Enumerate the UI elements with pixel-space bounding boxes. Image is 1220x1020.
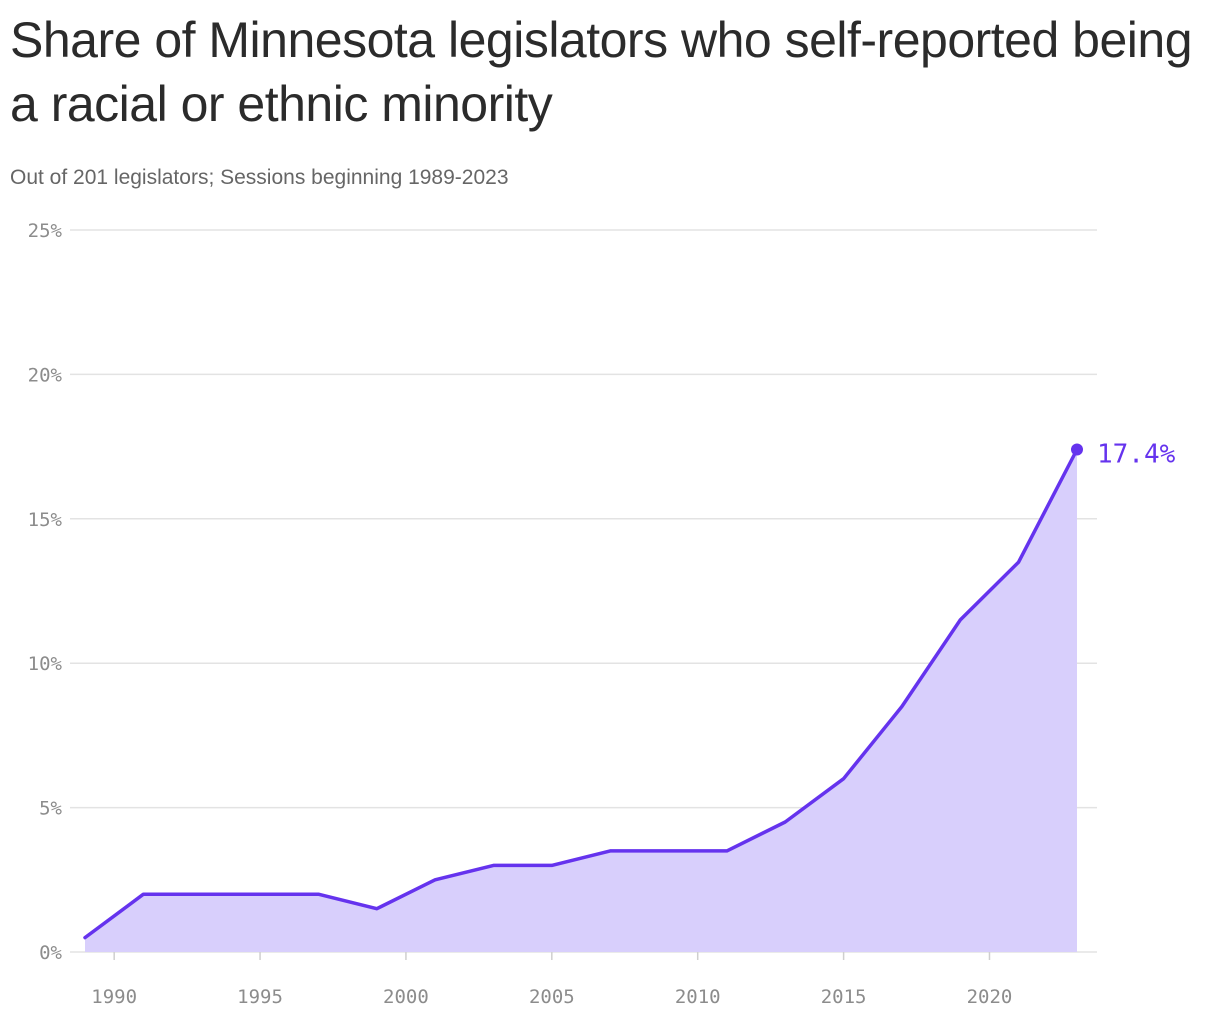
y-tick-label: 5% xyxy=(39,798,62,820)
x-axis-ticks: 1990 1995 2000 2005 2010 2015 2020 xyxy=(91,952,1012,1008)
x-tick-label: 2015 xyxy=(821,986,867,1008)
series-area xyxy=(85,449,1077,952)
end-value-label: 17.4% xyxy=(1097,439,1176,469)
end-point-marker xyxy=(1071,443,1083,456)
chart-subtitle: Out of 201 legislators; Sessions beginni… xyxy=(10,166,509,189)
series-line xyxy=(83,447,1079,940)
y-tick-label: 10% xyxy=(28,653,63,675)
y-tick-label: 20% xyxy=(28,364,63,386)
series-points xyxy=(1071,443,1083,456)
chart-title: Share of Minnesota legislators who self-… xyxy=(10,12,1193,132)
y-tick-label: 0% xyxy=(39,942,62,964)
x-tick-label: 2010 xyxy=(675,986,721,1008)
x-tick-label: 1990 xyxy=(91,986,137,1008)
y-tick-label: 15% xyxy=(28,509,63,531)
y-axis-ticks: 0% 5% 10% 15% 20% 25% xyxy=(28,220,63,964)
y-tick-label: 25% xyxy=(28,220,63,242)
x-tick-label: 1995 xyxy=(237,986,283,1008)
x-tick-label: 2005 xyxy=(529,986,575,1008)
x-tick-label: 2020 xyxy=(967,986,1013,1008)
x-tick-label: 2000 xyxy=(383,986,429,1008)
